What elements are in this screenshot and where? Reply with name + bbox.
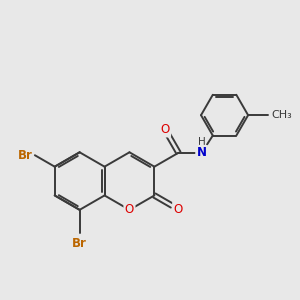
Text: O: O <box>125 203 134 216</box>
Text: H: H <box>198 137 206 147</box>
Text: N: N <box>197 146 207 159</box>
Text: Br: Br <box>17 149 32 162</box>
Text: O: O <box>173 203 183 216</box>
Text: CH₃: CH₃ <box>271 110 292 120</box>
Text: Br: Br <box>72 237 87 250</box>
Text: O: O <box>160 123 170 136</box>
